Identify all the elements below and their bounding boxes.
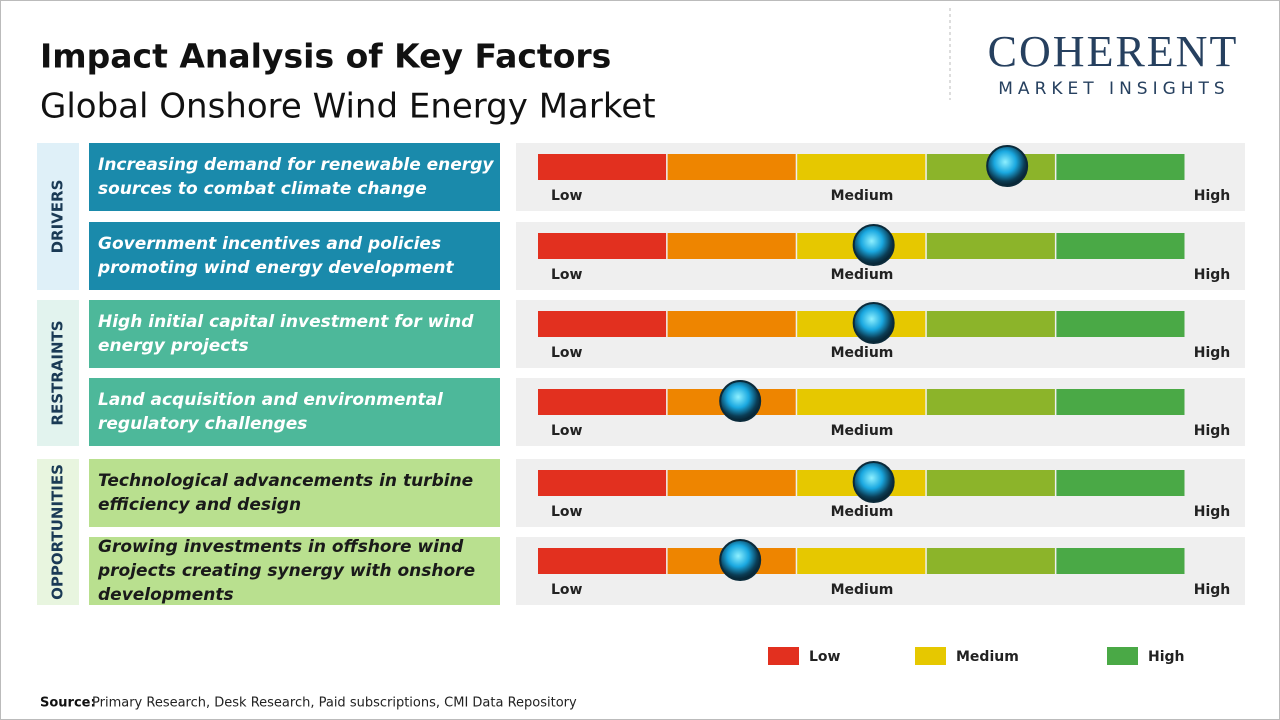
impact-knob [986,145,1029,187]
logo-tagline: MARKET INSIGHTS [998,79,1229,99]
group-label: RESTRAINTS [49,320,67,425]
gauge-segment [538,548,667,574]
impact-knob [852,224,895,266]
gauge-label: Low [551,267,583,283]
legend-swatch [1107,647,1138,665]
gauge-label: Medium [831,504,894,520]
factor-box [89,222,500,290]
factor-text: Technological advancements in turbine eff… [98,471,473,515]
factor-box [89,459,500,527]
group-band [37,300,79,446]
gauge-segment [1056,154,1185,180]
legend-label: High [1148,649,1185,665]
gauge-segment [538,233,667,259]
gauge-segment [926,233,1055,259]
impact-knob [852,461,895,503]
gauge-segment [1056,311,1185,337]
gauge-label: High [1194,188,1231,204]
gauge-label: Low [551,345,583,361]
gauge-segment [538,311,667,337]
impact-knob [719,380,762,422]
gauge-label: Medium [831,582,894,598]
factor-box [89,143,500,211]
gauge-segment [538,389,667,415]
gauge-segment [1056,389,1185,415]
source-text: Primary Research, Desk Research, Paid su… [92,696,577,711]
group-label: OPPORTUNITIES [49,464,67,600]
gauge-label: Medium [831,345,894,361]
factor-text: Government incentives and policies promot… [97,234,455,278]
factor-box [89,300,500,368]
legend-label: Medium [956,649,1019,665]
legend-swatch [915,647,946,665]
factor-text: Increasing demand for renewable energy so… [98,155,494,199]
group-label: DRIVERS [49,180,67,254]
gauge-segment [1056,233,1185,259]
gauge-segment [926,470,1055,496]
impact-knob [719,539,762,581]
gauge-segment [538,154,667,180]
logo-name: COHERENT [988,27,1239,76]
gauge-segment [1056,548,1185,574]
gauge-segment [667,233,796,259]
gauge-segment [667,311,796,337]
impact-knob [852,302,895,344]
group-band [37,459,79,605]
legend-swatch [768,647,799,665]
gauge-label: Medium [831,267,894,283]
gauge-segment [1056,470,1185,496]
factor-box [89,537,500,605]
gauge-label: Low [551,188,583,204]
gauge-label: Medium [831,423,894,439]
factor-text: Land acquisition and environmental regula… [98,390,444,434]
factor-box [89,378,500,446]
gauge-segment [797,548,926,574]
gauge-label: Medium [831,188,894,204]
gauge-segment [797,154,926,180]
gauge-segment [926,389,1055,415]
gauge-label: High [1194,582,1231,598]
group-band [37,143,79,290]
factor-text: High initial capital investment for wind… [98,312,474,356]
gauge-label: Low [551,582,583,598]
gauge-label: High [1194,423,1231,439]
legend-label: Low [809,649,841,665]
gauge-segment [926,311,1055,337]
gauge-label: High [1194,345,1231,361]
title: Impact Analysis of Key Factors [40,37,611,76]
gauge-label: High [1194,267,1231,283]
gauge-label: Low [551,423,583,439]
gauge-label: High [1194,504,1231,520]
gauge-segment [667,154,796,180]
gauge-segment [926,548,1055,574]
subtitle: Global Onshore Wind Energy Market [40,87,656,127]
gauge-label: Low [551,504,583,520]
factor-text: Growing investments in offshore wind proj… [97,537,475,605]
source-label: Source: [40,696,96,711]
gauge-segment [667,470,796,496]
gauge-segment [797,389,926,415]
gauge-segment [538,470,667,496]
